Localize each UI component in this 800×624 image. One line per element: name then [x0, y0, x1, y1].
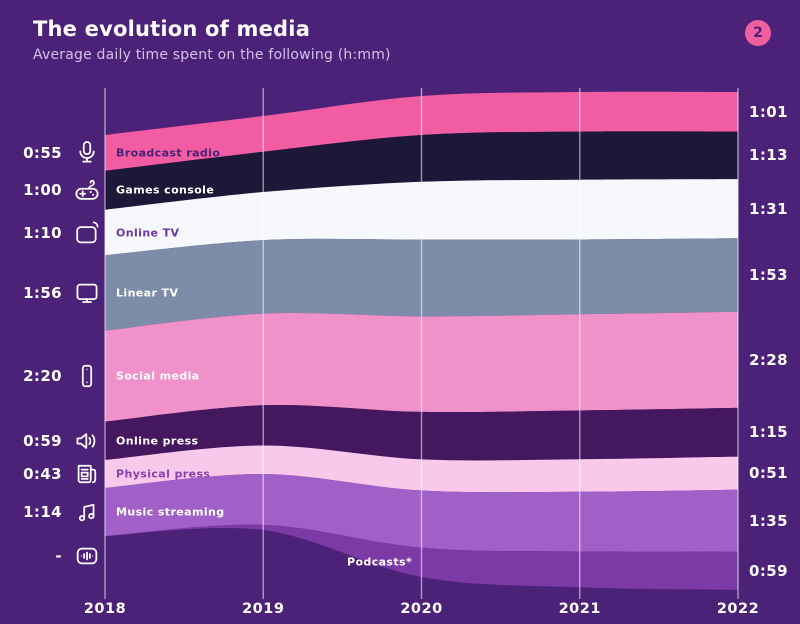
band-label-online-press: Online press [116, 434, 199, 448]
page-subtitle: Average daily time spent on the followin… [33, 47, 391, 63]
band-label-broadcast-radio: Broadcast radio [116, 146, 221, 160]
gamepad-icon [73, 176, 101, 204]
end-value-social-media: 2:28 [749, 350, 788, 369]
end-value-broadcast-radio: 1:01 [749, 102, 788, 121]
year-label-2022: 2022 [716, 601, 760, 617]
year-label-2018: 2018 [83, 601, 127, 617]
band-label-games-console: Games console [116, 183, 215, 197]
end-value-linear-tv: 1:53 [749, 265, 788, 284]
end-value-games-console: 1:13 [749, 146, 788, 165]
end-value-physical-press: 0:51 [749, 464, 788, 483]
page-number-badge: 2 [745, 20, 771, 46]
band-label-physical-press: Physical press [116, 467, 211, 481]
band-label-podcasts: Podcasts* [347, 555, 413, 569]
end-value-online-tv: 1:31 [749, 199, 788, 218]
start-value-broadcast-radio: 0:55 [23, 143, 62, 162]
start-value-linear-tv: 1:56 [23, 283, 62, 302]
podcast-icon [73, 542, 101, 570]
microphone-icon [73, 139, 101, 167]
music-notes-icon [73, 498, 101, 526]
band-label-music-streaming: Music streaming [116, 505, 225, 519]
newspaper-icon [73, 460, 101, 488]
smartphone-icon [73, 362, 101, 390]
end-value-music-streaming: 1:35 [749, 511, 788, 530]
start-value-online-tv: 1:10 [23, 223, 62, 242]
start-value-online-press: 0:59 [23, 431, 62, 450]
speaker-icon [73, 427, 101, 455]
band-label-social-media: Social media [116, 369, 200, 383]
band-label-linear-tv: Linear TV [116, 286, 179, 300]
year-label-2021: 2021 [558, 601, 601, 617]
start-value-social-media: 2:20 [23, 367, 62, 386]
start-value-music-streaming: 1:14 [23, 503, 62, 521]
monitor-icon [73, 279, 101, 307]
year-label-2020: 2020 [400, 601, 443, 617]
start-value-physical-press: 0:43 [23, 464, 62, 483]
year-label-2019: 2019 [242, 601, 285, 617]
start-value-games-console: 1:00 [23, 181, 62, 200]
end-value-podcasts: 0:59 [749, 561, 788, 580]
page-title: The evolution of media [33, 17, 311, 41]
end-value-online-press: 1:15 [749, 423, 788, 442]
online-tv-icon [73, 219, 101, 247]
start-value-podcasts: - [55, 547, 62, 566]
band-label-online-tv: Online TV [116, 226, 180, 239]
